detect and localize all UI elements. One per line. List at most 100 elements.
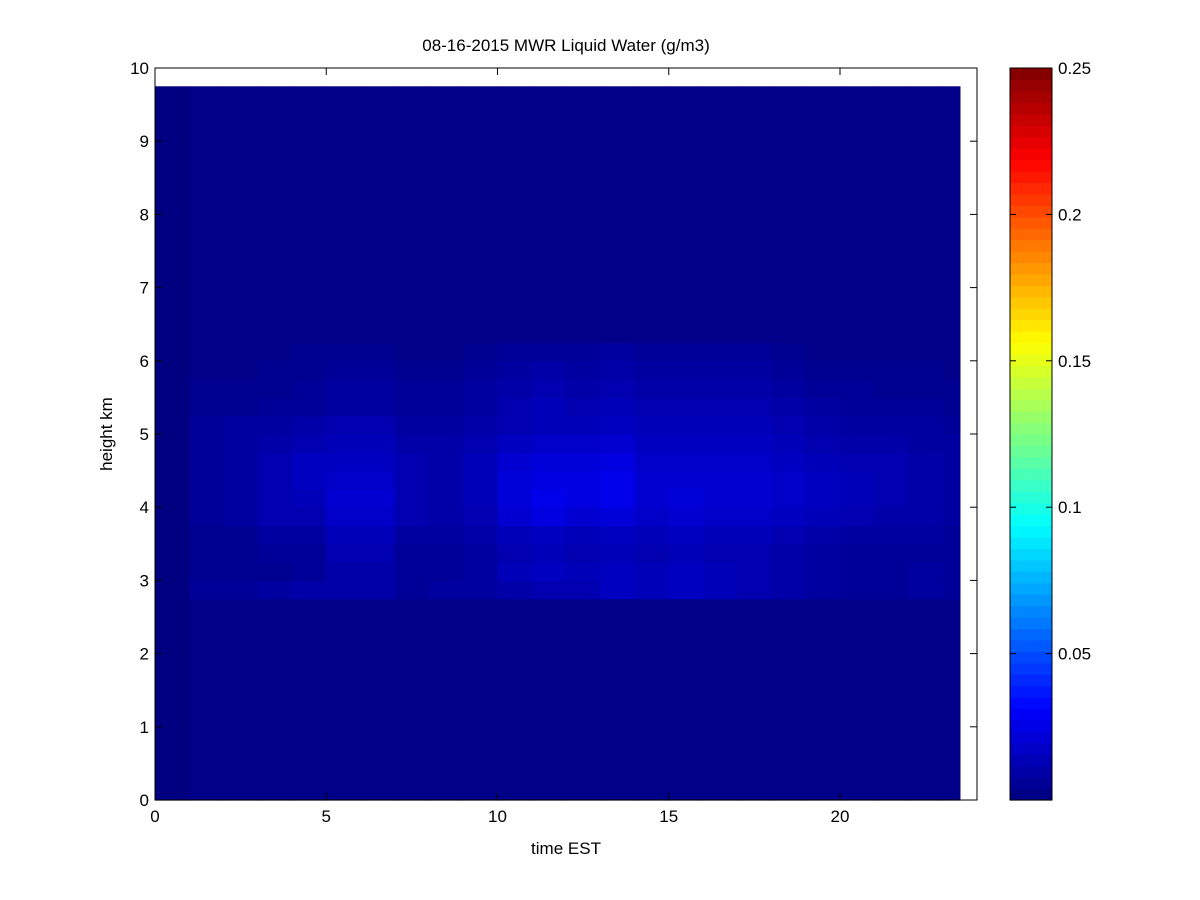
heatmap-cell <box>737 434 773 453</box>
heatmap-cell <box>531 379 567 398</box>
heatmap-cell <box>531 781 567 801</box>
heatmap-cell <box>703 543 738 563</box>
heatmap-cell <box>223 635 259 655</box>
heatmap-cell <box>394 488 430 508</box>
heatmap-cell <box>840 690 875 710</box>
heatmap-cell <box>737 452 773 472</box>
heatmap-cell <box>600 525 636 545</box>
heatmap-cell <box>737 745 773 764</box>
colorbar-segment <box>1010 148 1052 161</box>
heatmap-cell <box>223 653 259 673</box>
heatmap-cell <box>394 86 430 344</box>
heatmap-cell <box>223 360 259 380</box>
heatmap-cell <box>703 452 738 472</box>
colorbar-segment <box>1010 605 1052 618</box>
heatmap-cell <box>942 488 961 508</box>
heatmap-cell <box>155 635 190 655</box>
colorbar-segment <box>1010 296 1052 309</box>
colorbar-segment <box>1010 708 1052 721</box>
heatmap-cell <box>566 598 601 618</box>
heatmap-cell <box>908 671 944 691</box>
colorbar-segment <box>1010 239 1052 252</box>
heatmap-cell <box>668 617 704 636</box>
heatmap-cell <box>737 470 773 490</box>
heatmap-cell <box>223 690 259 710</box>
heatmap-cell <box>634 379 670 398</box>
heatmap-cell <box>805 543 841 563</box>
heatmap-cell <box>703 360 738 380</box>
heatmap-cell <box>942 781 961 801</box>
heatmap-cell <box>874 726 910 746</box>
heatmap-cell <box>908 360 944 380</box>
heatmap-cell <box>531 671 567 691</box>
heatmap-cell <box>566 415 601 435</box>
heatmap-cell <box>394 745 430 764</box>
heatmap-cell <box>394 726 430 746</box>
chart-title: 08-16-2015 MWR Liquid Water (g/m3) <box>422 36 710 55</box>
heatmap-cell <box>429 617 464 636</box>
heatmap-cell <box>600 671 636 691</box>
heatmap-cell <box>394 434 430 453</box>
heatmap-cell <box>703 397 738 417</box>
heatmap-cell <box>155 617 190 636</box>
heatmap-cell <box>292 745 327 764</box>
heatmap-cell <box>531 397 567 417</box>
heatmap-cell <box>223 379 259 398</box>
y-tick-label: 1 <box>140 718 149 737</box>
heatmap-cell <box>292 488 327 508</box>
heatmap-cell <box>463 781 499 801</box>
heatmap-cell <box>360 562 396 581</box>
heatmap-cell <box>942 342 961 362</box>
heatmap-cell <box>668 562 704 581</box>
heatmap-cell <box>771 342 807 362</box>
heatmap-cell <box>840 635 875 655</box>
heatmap-cell <box>531 598 567 618</box>
colorbar-segment <box>1010 639 1052 652</box>
heatmap-cell <box>429 507 464 527</box>
heatmap-cell <box>155 379 190 398</box>
colorbar-segment <box>1010 68 1052 81</box>
heatmap-cell <box>942 360 961 380</box>
heatmap-cell <box>463 488 499 508</box>
heatmap-cell <box>634 342 670 362</box>
heatmap-cell <box>737 415 773 435</box>
heatmap-cell <box>874 86 910 344</box>
heatmap-cell <box>429 470 464 490</box>
colorbar-segment <box>1010 617 1052 630</box>
heatmap-cell <box>840 360 875 380</box>
heatmap-cell <box>703 379 738 398</box>
y-axis: 0 1 2 3 4 5 6 7 8 9 10 <box>130 59 977 810</box>
heatmap-cell <box>292 360 327 380</box>
heatmap-cell <box>326 763 362 783</box>
heatmap-cell <box>463 86 499 344</box>
heatmap-cell <box>668 415 704 435</box>
heatmap-cell <box>566 635 601 655</box>
heatmap-cell <box>360 342 396 362</box>
heatmap-cell <box>737 671 773 691</box>
heatmap-cell <box>531 488 567 508</box>
colorbar-segment <box>1010 777 1052 790</box>
heatmap-cell <box>908 635 944 655</box>
colorbar-segment <box>1010 788 1052 801</box>
heatmap-cell <box>292 452 327 472</box>
heatmap-cell <box>463 415 499 435</box>
heatmap-cell <box>463 562 499 581</box>
heatmap-cell <box>703 342 738 362</box>
heatmap-cell <box>840 708 875 728</box>
heatmap-cell <box>497 580 533 600</box>
heatmap-cell <box>463 690 499 710</box>
heatmap-cell <box>668 507 704 527</box>
heatmap-cell <box>463 525 499 545</box>
heatmap-cell <box>703 653 738 673</box>
heatmap-cell <box>223 562 259 581</box>
heatmap-cell <box>189 488 225 508</box>
heatmap-cell <box>566 488 601 508</box>
heatmap-cell <box>908 708 944 728</box>
colorbar-tick-label: 0.25 <box>1058 59 1091 78</box>
heatmap-cell <box>771 671 807 691</box>
heatmap-cell <box>223 470 259 490</box>
heatmap-cell <box>257 598 293 618</box>
heatmap-cell <box>566 507 601 527</box>
heatmap-cell <box>360 86 396 344</box>
heatmap-cell <box>463 342 499 362</box>
